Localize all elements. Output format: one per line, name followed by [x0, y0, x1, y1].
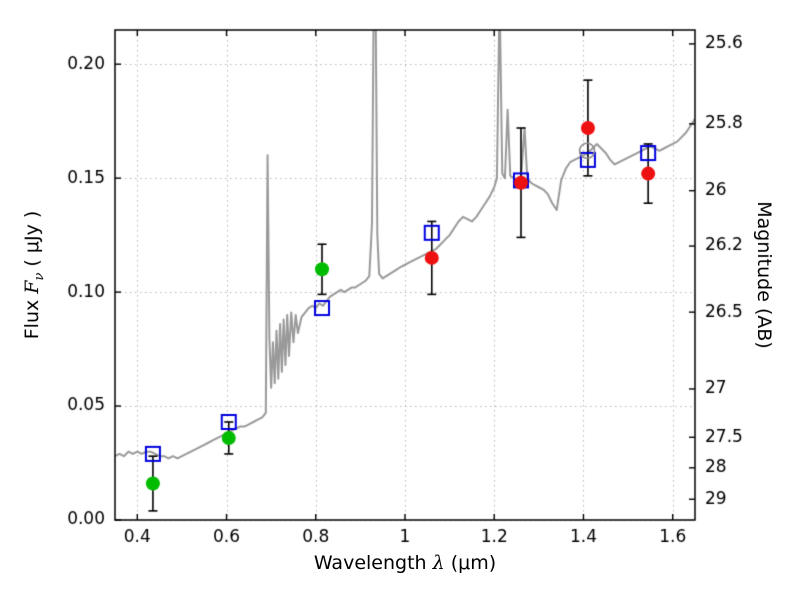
x-axis-label-unit: (μm) [444, 552, 497, 574]
y-axis-label-text: Flux [21, 293, 44, 340]
x-axis-label-text: Wavelength [313, 552, 433, 574]
flux-symbol: F [21, 280, 44, 294]
y-axis-label: Flux Fν ( μJy ) [21, 211, 47, 340]
nu-subscript: ν [31, 272, 47, 281]
x-axis-label: Wavelength λ (μm) [115, 552, 695, 574]
right-axis-label: Magnitude (AB) [753, 201, 775, 349]
lambda-symbol: λ [432, 552, 445, 574]
y-axis-label-unit: ( μJy ) [21, 210, 44, 273]
